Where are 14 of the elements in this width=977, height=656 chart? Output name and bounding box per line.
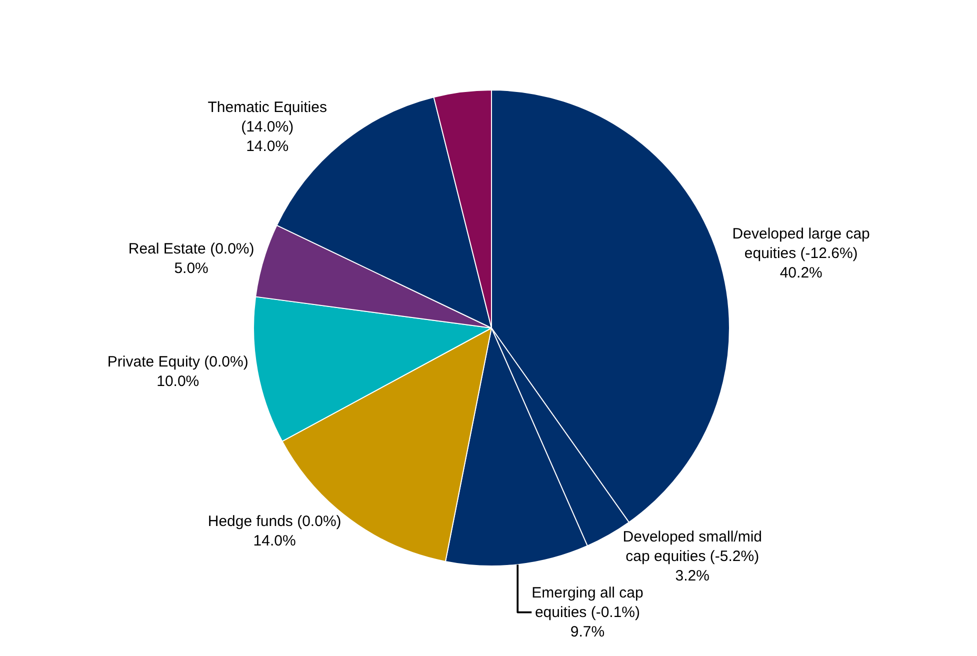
data-label: 14.0% — [253, 532, 296, 550]
slice-label: Hedge funds (0.0%) — [208, 513, 342, 530]
slice-label: Thematic Equities (14.0%) — [208, 98, 327, 136]
data-label: 40.2% — [780, 264, 822, 282]
data-label: 3.2% — [675, 567, 710, 584]
slice-label: Real Estate (0.0%) — [128, 240, 254, 258]
slice-label: Emerging all cap equities (-0.1%) — [532, 584, 644, 621]
slice-label: Developed small/mid cap equities (-5.2%) — [622, 528, 762, 565]
data-label: 14.0% — [246, 138, 289, 155]
data-label: 5.0% — [174, 260, 208, 277]
data-label: 9.7% — [570, 623, 605, 640]
slice-label: Developed large cap equities (-12.6%) — [732, 225, 870, 262]
slice-label: Private Equity (0.0%) — [107, 353, 248, 370]
data-label: 10.0% — [156, 372, 200, 390]
